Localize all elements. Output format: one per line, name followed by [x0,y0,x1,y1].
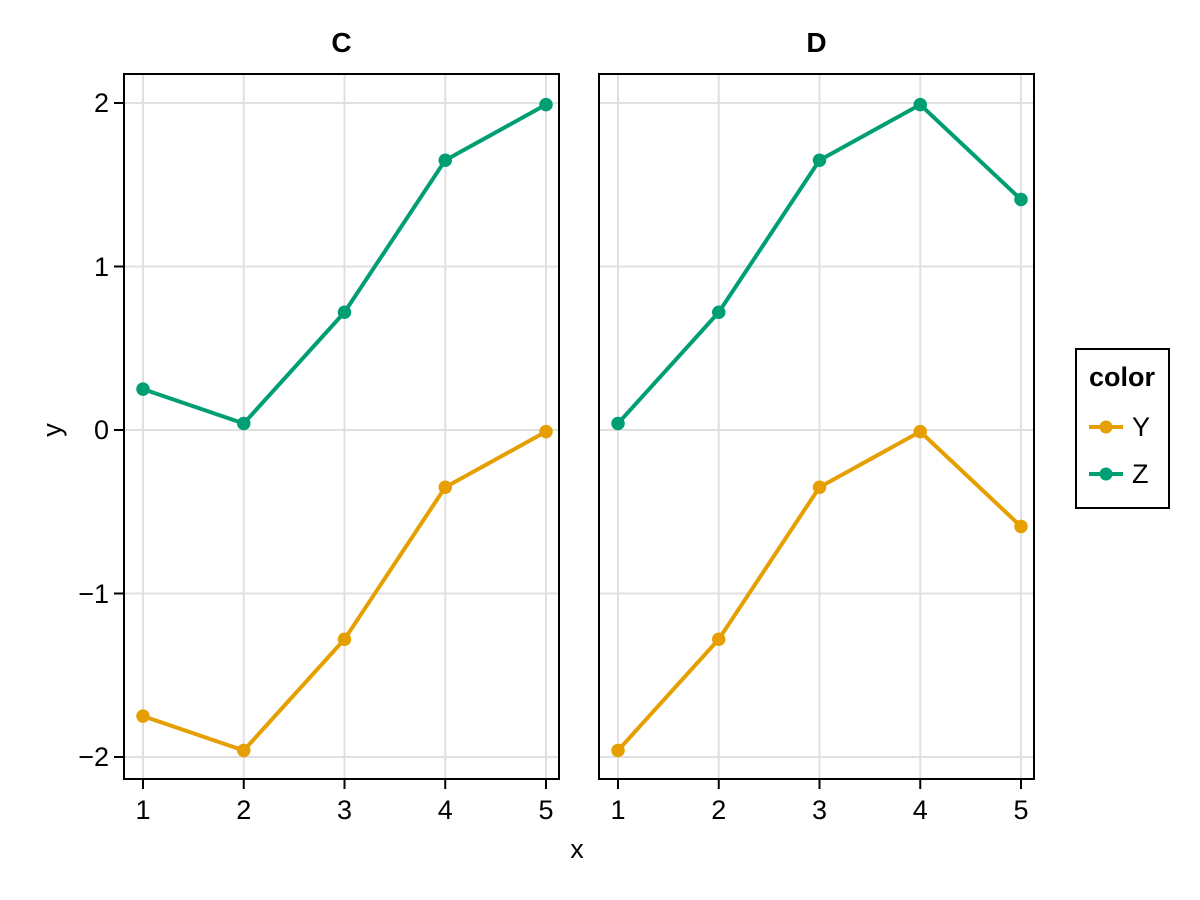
data-point-marker-Z [1014,192,1028,207]
data-point-marker-Z [712,305,726,320]
legend-title: color [1089,362,1156,392]
facet-title-c: C [331,27,352,58]
facet-title-d: D [806,27,827,58]
data-point-marker-Z [611,416,625,431]
data-point-marker-Y [136,709,150,723]
data-point-marker-Y [913,424,927,439]
x-tick-label: 4 [912,795,928,825]
legend-entry-y: Y [1089,407,1168,447]
y-tick-label: 0 [93,415,109,445]
data-point-marker-Z [438,153,452,167]
y-tick-label: 2 [93,88,109,118]
data-point-marker-Z [237,416,251,431]
x-tick-label: 5 [1013,795,1029,825]
data-point-marker-Y [812,480,827,494]
data-point-marker-Y [237,743,251,758]
legend-line-marker-icon [1089,420,1123,434]
legend-entry-z: Z [1089,454,1168,494]
legend-line-marker-icon [1089,467,1123,481]
y-tick-label: −2 [78,742,109,772]
data-point-marker-Z [913,97,927,112]
legend-entry-label: Y [1132,411,1151,442]
panel-border [123,73,560,780]
data-point-marker-Z [136,382,150,396]
data-point-marker-Y [438,480,452,494]
x-tick-label: 3 [336,795,353,825]
data-point-marker-Y [1014,519,1028,534]
x-tick-label: 3 [811,795,828,825]
x-tick-label: 5 [538,795,554,825]
data-point-marker-Z [812,153,827,167]
y-tick-label: −1 [78,578,109,609]
data-point-marker-Y [712,632,726,647]
panel-border [598,73,1035,780]
data-point-marker-Y [337,632,352,647]
data-point-marker-Y [611,743,625,758]
x-tick-label: 1 [610,795,626,825]
x-tick-label: 1 [135,795,151,825]
data-point-marker-Z [337,305,352,320]
legend: color Y Z [1075,348,1170,509]
x-tick-label: 2 [711,795,727,825]
data-point-marker-Y [539,424,553,439]
x-axis-label: x [570,834,584,864]
data-point-marker-Z [539,97,553,112]
legend-entry-label: Z [1132,458,1149,489]
x-tick-label: 2 [236,795,252,825]
x-tick-label: 4 [437,795,453,825]
y-tick-label: 1 [93,251,109,282]
